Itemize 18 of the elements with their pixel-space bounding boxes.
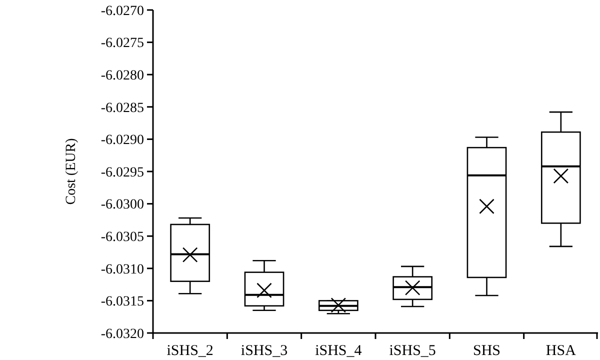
y-tick-label: -6.0315 [100,294,144,310]
y-tick-label: -6.0280 [100,68,144,84]
y-tick-label: -6.0285 [100,100,144,116]
x-tick-label: HSA [546,343,576,359]
y-tick-label: -6.0310 [100,262,144,278]
y-axis-title: Cost (EUR) [64,138,79,205]
y-tick-label: -6.0295 [100,165,144,180]
x-tick-label: iSHS_3 [240,343,288,359]
y-tick-label: -6.0275 [100,36,144,52]
y-tick-label: -6.0290 [100,133,144,148]
x-tick-label: iSHS_2 [166,343,214,359]
y-tick-label: -6.0305 [100,230,144,245]
x-tick-label: iSHS_5 [389,343,436,359]
y-tick-label: -6.0270 [100,4,144,19]
y-tick-label: -6.0320 [100,326,144,342]
x-tick-label: iSHS_4 [315,343,362,359]
x-tick-label: SHS [472,343,501,359]
y-tick-label: -6.0300 [100,198,144,213]
